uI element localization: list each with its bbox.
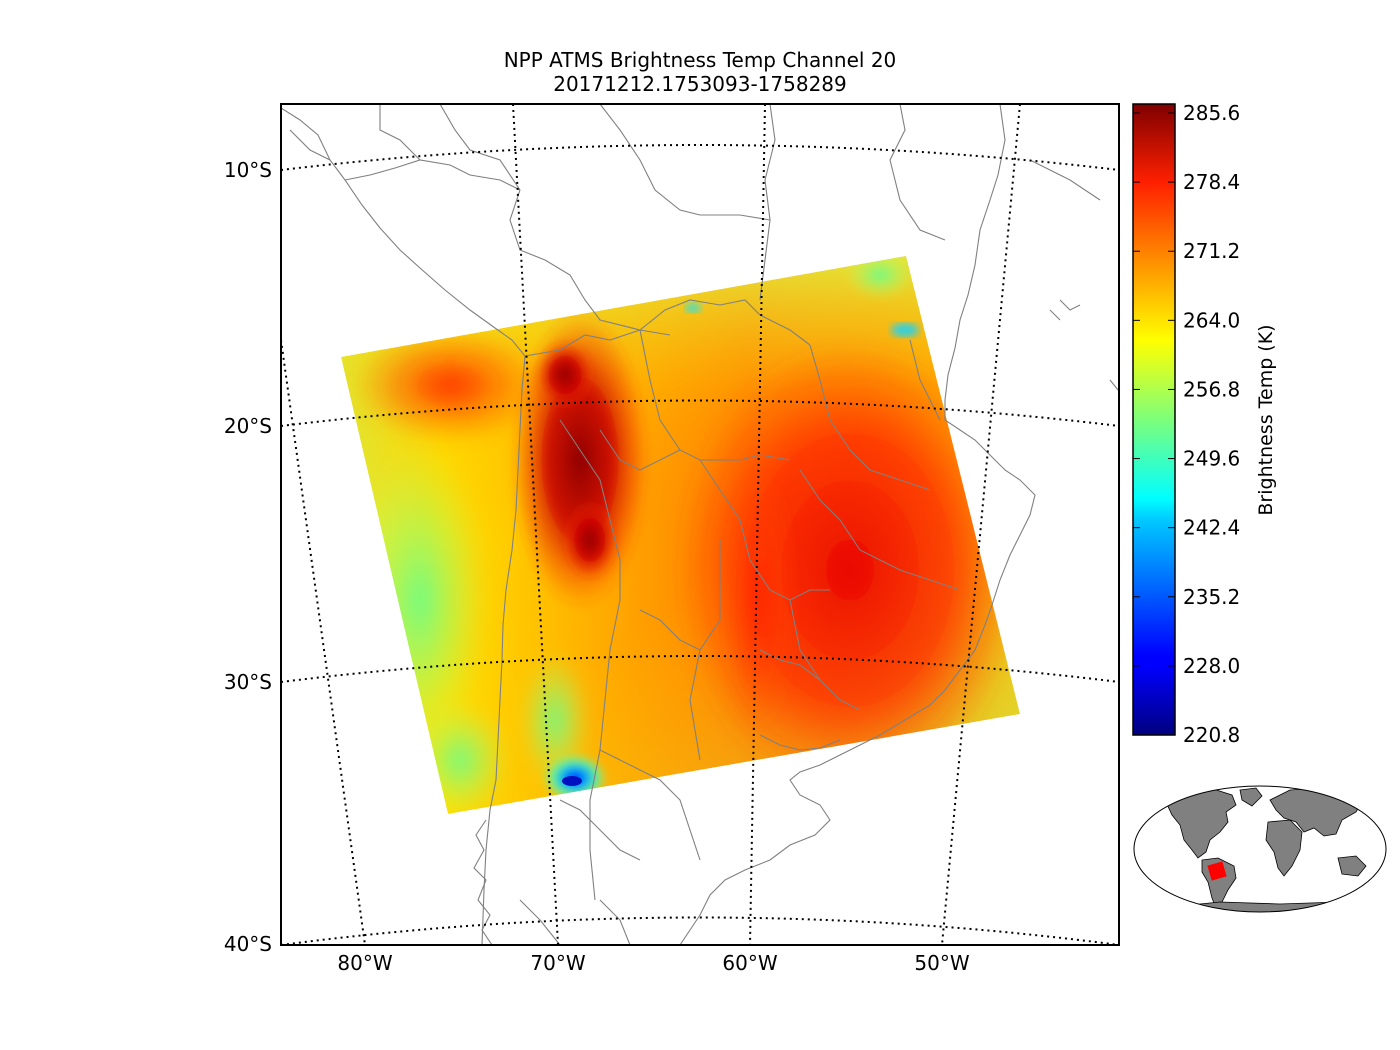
colorbar-ticks: 285.6 278.4 271.2 264.0 256.8 249.6 242.4 235.2…	[1133, 101, 1240, 747]
lon-label-70w: 70°W	[530, 951, 585, 975]
colorbar-tick-label: 271.2	[1183, 239, 1240, 263]
colorbar-label: Brightness Temp (K)	[1255, 324, 1277, 515]
parallel-10s	[281, 144, 1119, 171]
lat-label-10s: 10°S	[224, 158, 272, 182]
lat-label-30s: 30°S	[224, 670, 272, 694]
colorbar-tick-label: 228.0	[1183, 654, 1240, 678]
colorbar-gradient	[1132, 103, 1176, 736]
coastlines-borders	[281, 104, 1119, 945]
brightness-swath	[341, 256, 1020, 814]
chart-subtitle: 20171212.1753093-1758289	[553, 72, 847, 96]
colorbar-tick-label: 249.6	[1183, 447, 1240, 471]
lon-label-50w: 50°W	[914, 951, 969, 975]
meridian-70w	[512, 104, 559, 945]
chart-title: NPP ATMS Brightness Temp Channel 20	[504, 48, 897, 72]
lat-label-20s: 20°S	[224, 414, 272, 438]
colorbar-tick-label: 256.8	[1183, 377, 1240, 401]
lat-label-40s: 40°S	[224, 932, 272, 956]
graticule	[281, 104, 1119, 945]
inset-world-map	[1133, 785, 1387, 913]
parallel-20s	[281, 399, 1119, 427]
colorbar: 285.6 278.4 271.2 264.0 256.8 249.6 242.4 235.2…	[1132, 101, 1277, 747]
inset-frame	[1133, 785, 1387, 913]
colorbar-tick-label: 220.8	[1183, 723, 1240, 747]
colorbar-tick-label: 242.4	[1183, 516, 1240, 540]
colorbar-tick-label: 264.0	[1183, 308, 1240, 332]
lon-label-60w: 60°W	[722, 951, 777, 975]
inset-swath-marker	[1207, 861, 1227, 881]
parallel-40s	[281, 916, 1119, 945]
colorbar-tick-label: 278.4	[1183, 170, 1240, 194]
parallel-30s	[281, 655, 1119, 683]
colorbar-tick-label: 285.6	[1183, 101, 1240, 125]
map-panel: 10°S 20°S 30°S 40°S 80°W 70°W 60°W 50°W	[224, 103, 1120, 975]
colorbar-tick-label: 235.2	[1183, 585, 1240, 609]
map-frame	[280, 103, 1120, 946]
lon-label-80w: 80°W	[337, 951, 392, 975]
meridian-50w	[941, 104, 1021, 945]
meridian-60w	[749, 104, 766, 945]
